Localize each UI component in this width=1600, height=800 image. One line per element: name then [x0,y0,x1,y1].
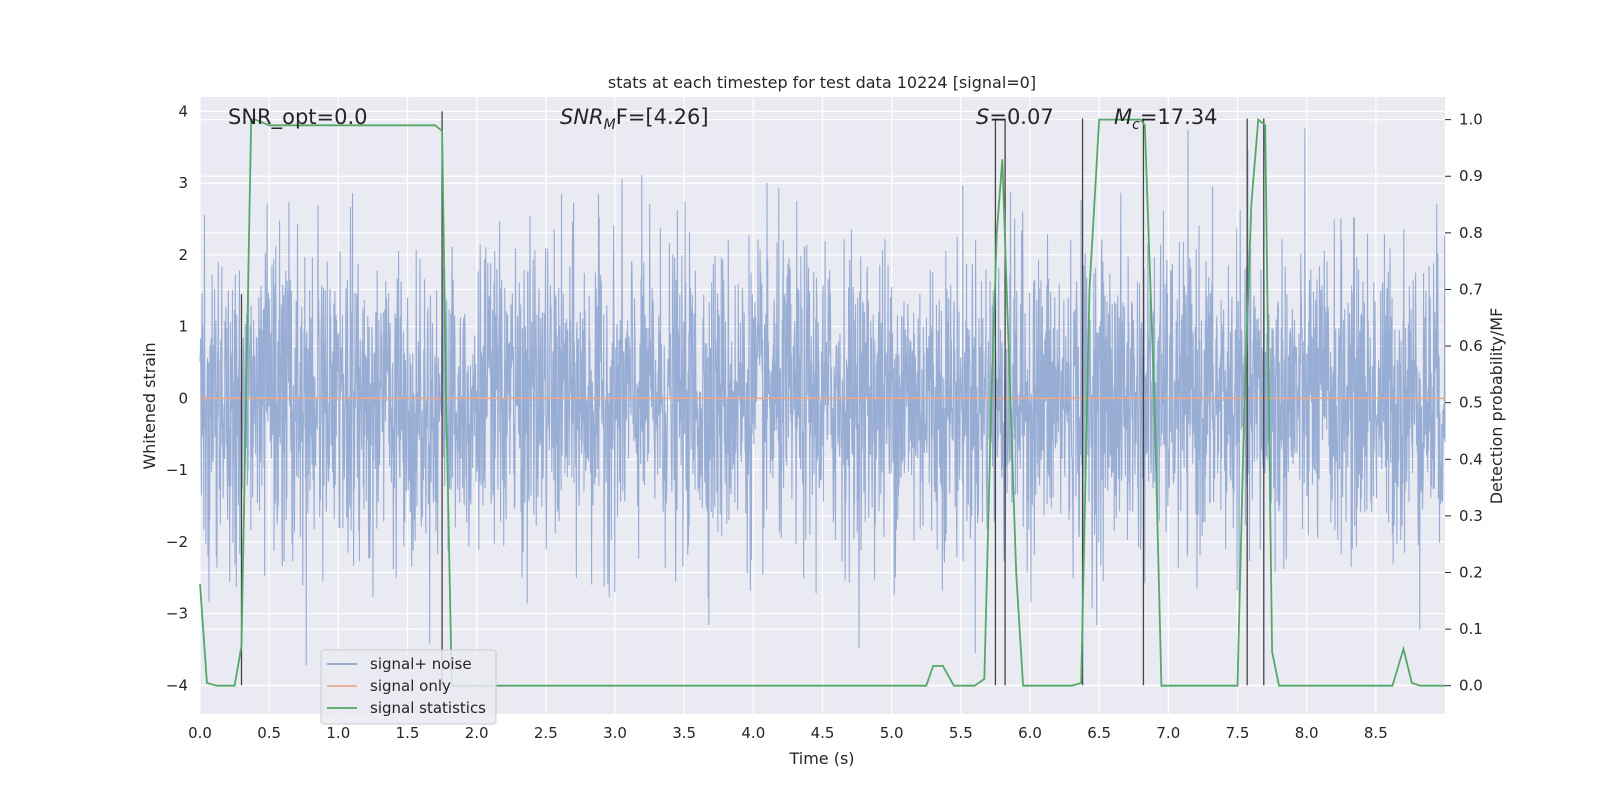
x-tick-label: 7.5 [1226,724,1250,742]
x-tick-label: 5.5 [949,724,973,742]
signal-statistics-series [199,117,1445,687]
annotation-snr-mf: SNRMF=[4.26] [560,105,709,133]
y-tick-label: 1 [178,318,188,336]
x-tick-label: 4.0 [741,724,765,742]
vertical-markers [240,111,1265,686]
x-axis-label: Time (s) [788,749,854,768]
annotation-mc: Mc=17.34 [1114,105,1218,133]
x-tick-label: 1.5 [396,724,420,742]
x-tick-label: 4.5 [811,724,835,742]
legend-label-signal-statistics: signal statistics [370,699,486,717]
legend: signal+ noise signal only signal statist… [320,649,497,725]
y2-axis-label: Detection probability/MF [1487,308,1506,505]
y2-tick-label: 0.2 [1459,563,1483,581]
x-tick-label: 3.0 [603,724,627,742]
annotation-s: S=0.07 [976,105,1054,129]
legend-label-noise: signal+ noise [370,655,472,673]
snr-mf-main: SNR [560,105,604,129]
y2-tick-label: 0.7 [1459,280,1483,298]
s-main: S [976,105,989,129]
y-tick-label: −2 [166,533,188,551]
y2-tick-label: 0.5 [1459,394,1483,412]
y-axis-label: Whitened strain [140,342,159,469]
y-tick-label: −1 [166,461,188,479]
mc-main: M [1114,105,1132,129]
signal-noise-line [199,128,1446,666]
y-tick-label: −4 [166,676,188,694]
x-tick-label: 6.0 [1018,724,1042,742]
y2-tick-label: 0.4 [1459,450,1483,468]
annotation-snr-opt: SNR_opt=0.0 [228,105,368,130]
snr-mf-rest: F=[4.26] [616,105,709,129]
noise-series [199,128,1446,666]
x-tick-label: 3.5 [672,724,696,742]
x-tick-label: 1.0 [326,724,350,742]
legend-box [320,649,497,725]
y2-tick-label: 0.0 [1459,677,1483,695]
y-tick-label: 2 [178,246,188,264]
x-tick-label: 8.5 [1364,724,1388,742]
y-ticks: 4 3 2 1 0 −1 −2 −3 −4 [166,102,188,694]
x-tick-label: 0.0 [188,724,212,742]
mc-sub: c [1132,117,1140,133]
x-tick-label: 5.0 [880,724,904,742]
y-tick-label: 3 [178,174,188,192]
y2-tick-label: 0.3 [1459,507,1483,525]
y-tick-label: −3 [166,605,188,623]
chart-title: stats at each timestep for test data 102… [608,73,1036,92]
y2-tick-label: 0.1 [1459,620,1483,638]
s-rest: =0.07 [989,105,1053,129]
x-tick-label: 2.0 [465,724,489,742]
x-tick-label: 7.0 [1156,724,1180,742]
signal-statistics-line [199,117,1445,687]
y2-tick-label: 0.9 [1459,167,1483,185]
x-ticks: 0.0 0.5 1.0 1.5 2.0 2.5 3.0 3.5 4.0 4.5 5.0 5.5 6.0 6… [188,724,1388,742]
legend-label-signal-only: signal only [370,677,451,695]
y2-ticks: 1.0 0.9 0.8 0.7 0.6 0.5 0.4 0.3 0.2 0.1 0.0 [1445,111,1483,695]
snr-mf-sub: M [604,117,616,133]
x-tick-label: 2.5 [534,724,558,742]
mc-rest: =17.34 [1140,105,1218,129]
y2-tick-label: 1.0 [1459,111,1483,129]
x-tick-label: 6.5 [1087,724,1111,742]
x-tick-label: 0.5 [257,724,281,742]
x-tick-label: 8.0 [1295,724,1319,742]
y2-tick-label: 0.8 [1459,224,1483,242]
y-tick-label: 4 [178,102,188,120]
y-tick-label: 0 [178,389,188,407]
y2-tick-label: 0.6 [1459,337,1483,355]
